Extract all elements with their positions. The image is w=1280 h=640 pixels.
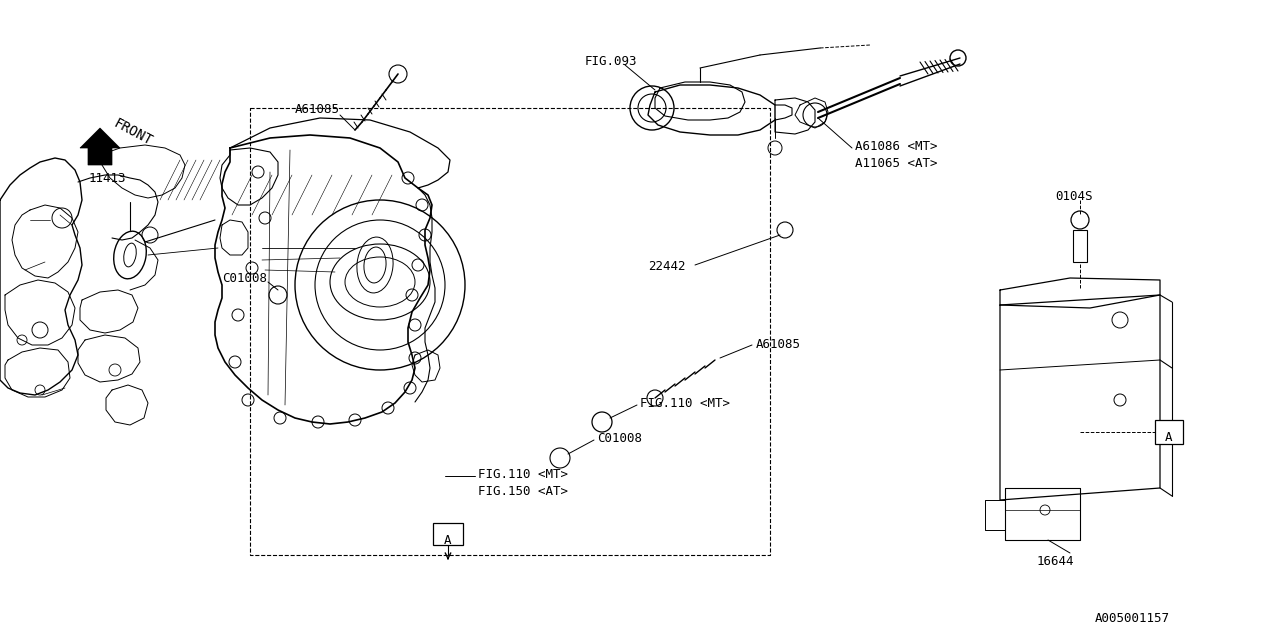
Text: 0104S: 0104S	[1055, 190, 1093, 203]
Bar	[433, 523, 463, 545]
Text: A61086 <MT>: A61086 <MT>	[855, 140, 937, 153]
Text: C01008: C01008	[221, 272, 268, 285]
Bar	[1073, 230, 1087, 262]
Text: 11413: 11413	[88, 172, 125, 185]
Text: FRONT: FRONT	[111, 116, 155, 148]
Text: FIG.093: FIG.093	[585, 55, 637, 68]
Text: FIG.110 <MT>: FIG.110 <MT>	[477, 468, 568, 481]
Text: C01008: C01008	[596, 432, 643, 445]
Text: FIG.110 <MT>: FIG.110 <MT>	[640, 397, 730, 410]
Bar	[1155, 420, 1183, 444]
Polygon shape	[79, 128, 120, 165]
Text: FIG.150 <AT>: FIG.150 <AT>	[477, 485, 568, 498]
Text: A61085: A61085	[294, 103, 340, 116]
Text: A: A	[444, 534, 452, 547]
Text: A61085: A61085	[756, 338, 801, 351]
Text: 22442: 22442	[648, 260, 686, 273]
Text: A005001157: A005001157	[1094, 612, 1170, 625]
Text: A11065 <AT>: A11065 <AT>	[855, 157, 937, 170]
Text: 16644: 16644	[1037, 555, 1074, 568]
Text: A: A	[1165, 431, 1172, 444]
